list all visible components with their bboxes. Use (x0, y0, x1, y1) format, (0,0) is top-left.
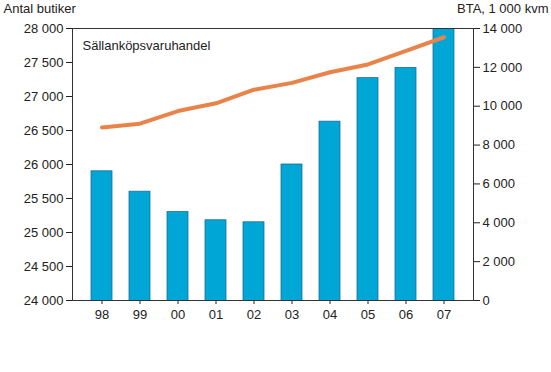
svg-text:06: 06 (399, 307, 413, 322)
svg-text:00: 00 (171, 307, 185, 322)
svg-text:01: 01 (209, 307, 223, 322)
svg-text:8 000: 8 000 (483, 137, 516, 152)
svg-text:04: 04 (323, 307, 337, 322)
svg-text:98: 98 (95, 307, 109, 322)
svg-text:07: 07 (437, 307, 451, 322)
svg-text:6 000: 6 000 (483, 176, 516, 191)
svg-text:25 500: 25 500 (24, 191, 64, 206)
svg-text:27 000: 27 000 (24, 89, 64, 104)
svg-text:4 000: 4 000 (483, 215, 516, 230)
svg-text:24 000: 24 000 (24, 293, 64, 308)
svg-text:24 500: 24 500 (24, 259, 64, 274)
svg-text:26 000: 26 000 (24, 157, 64, 172)
svg-text:27 500: 27 500 (24, 55, 64, 70)
svg-text:2 000: 2 000 (483, 254, 516, 269)
svg-text:14 000: 14 000 (483, 21, 523, 36)
svg-text:99: 99 (133, 307, 147, 322)
svg-text:Sällanköpsvaruhandel: Sällanköpsvaruhandel (83, 38, 211, 53)
svg-text:03: 03 (285, 307, 299, 322)
svg-text:12 000: 12 000 (483, 60, 523, 75)
svg-text:02: 02 (247, 307, 261, 322)
svg-text:26 500: 26 500 (24, 123, 64, 138)
svg-text:05: 05 (361, 307, 375, 322)
svg-text:Antal butiker: Antal butiker (4, 1, 77, 16)
svg-text:10 000: 10 000 (483, 98, 523, 113)
svg-text:28 000: 28 000 (24, 21, 64, 36)
svg-text:0: 0 (483, 293, 490, 308)
svg-text:25 000: 25 000 (24, 225, 64, 240)
svg-text:BTA, 1 000 kvm: BTA, 1 000 kvm (457, 1, 549, 16)
